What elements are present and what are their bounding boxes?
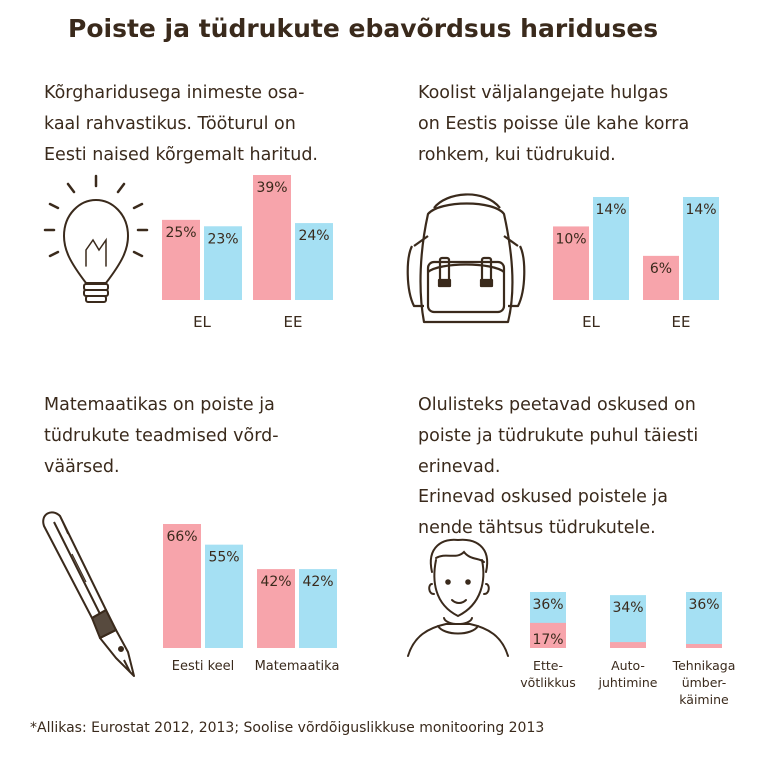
lead-line: erinevad. (418, 457, 501, 477)
value-label: 42% (260, 574, 291, 590)
bar-girls (163, 524, 201, 648)
lead-line: Olulisteks peetavad oskused on (418, 395, 696, 415)
category-label: EL (193, 313, 211, 331)
lead-line: Erinevad oskused poistele ja (418, 487, 668, 507)
bar-boys (205, 544, 243, 648)
page-title: Poiste ja tüdrukute ebavõrdsus hariduses (68, 14, 659, 43)
bar-girls (257, 569, 295, 648)
source-note: *Allikas: Eurostat 2012, 2013; Soolise v… (30, 720, 545, 736)
value-label: 42% (302, 574, 333, 590)
bar-girls (162, 219, 200, 300)
lead-line: rohkem, kui tüdrukuid. (418, 145, 616, 165)
education-lead: Kõrgharidusega inimeste osa- kaal rahvas… (44, 78, 318, 171)
backpack-icon (406, 193, 526, 324)
category-label: EE (672, 313, 691, 331)
bar-boys (686, 592, 722, 648)
category-label: võtlikkus (520, 675, 575, 690)
lead-line: kaal rahvastikus. Tööturul on (44, 114, 296, 134)
lead-line: tüdrukute teadmised võrd- (44, 426, 279, 446)
bar-boys (204, 226, 242, 300)
category-label: Tehnikaga (672, 658, 736, 673)
category-label: ümber- (682, 675, 727, 690)
lead-line: poiste ja tüdrukute puhul täiesti (418, 426, 699, 446)
bar-girls (553, 226, 589, 300)
lead-line: Matemaatikas on poiste ja (44, 395, 275, 415)
fountain-pen-icon (42, 511, 135, 677)
value-label: 34% (612, 600, 643, 616)
category-label: Eesti keel (172, 659, 235, 674)
skills-lead: Olulisteks peetavad oskused on poiste ja… (418, 390, 698, 483)
value-label: 14% (685, 202, 716, 218)
dropout-lead: Koolist väljalangejate hulgas on Eestis … (418, 78, 689, 171)
value-label: 6% (650, 261, 672, 277)
bar-boys (683, 197, 719, 300)
skills-sublead: Erinevad oskused poistele ja nende tähts… (418, 482, 668, 544)
category-label: juhtimine (598, 675, 658, 690)
bar-girls (253, 175, 291, 300)
bar-girls (530, 622, 566, 648)
lead-line: Kõrgharidusega inimeste osa- (44, 83, 305, 103)
light-bulb-icon (43, 174, 149, 303)
value-label: 24% (298, 228, 329, 244)
bar-girls (643, 255, 679, 300)
value-label: 55% (208, 550, 239, 566)
math-lead: Matemaatikas on poiste ja tüdrukute tead… (44, 390, 279, 483)
lead-line: nende tähtsus tüdrukutele. (418, 518, 656, 538)
lead-line: väärsed. (44, 457, 120, 477)
category-label: Ette- (533, 658, 563, 673)
value-label: 36% (532, 597, 563, 613)
bar-boys (295, 223, 333, 300)
bar-boys (299, 569, 337, 648)
lead-line: Eesti naised kõrgemalt haritud. (44, 145, 318, 165)
value-label: 10% (555, 231, 586, 247)
lead-line: on Eestis poisse üle kahe korra (418, 114, 690, 134)
bar-boys (610, 595, 646, 648)
value-label: 66% (166, 529, 197, 545)
bar-girls (610, 642, 646, 648)
category-label: EE (284, 313, 303, 331)
category-label: käimine (679, 692, 729, 707)
value-label: 36% (688, 597, 719, 613)
bar-boys (593, 197, 629, 300)
category-label: Auto- (611, 658, 645, 673)
value-label: 25% (165, 225, 196, 241)
boy-icon (407, 538, 509, 657)
category-label: Matemaatika (255, 659, 340, 674)
lead-line: Koolist väljalangejate hulgas (418, 83, 669, 103)
value-label: 17% (532, 632, 563, 648)
category-label: EL (582, 313, 600, 331)
bar-girls (686, 644, 722, 648)
value-label: 14% (595, 202, 626, 218)
value-label: 23% (207, 231, 238, 247)
value-label: 39% (256, 180, 287, 196)
